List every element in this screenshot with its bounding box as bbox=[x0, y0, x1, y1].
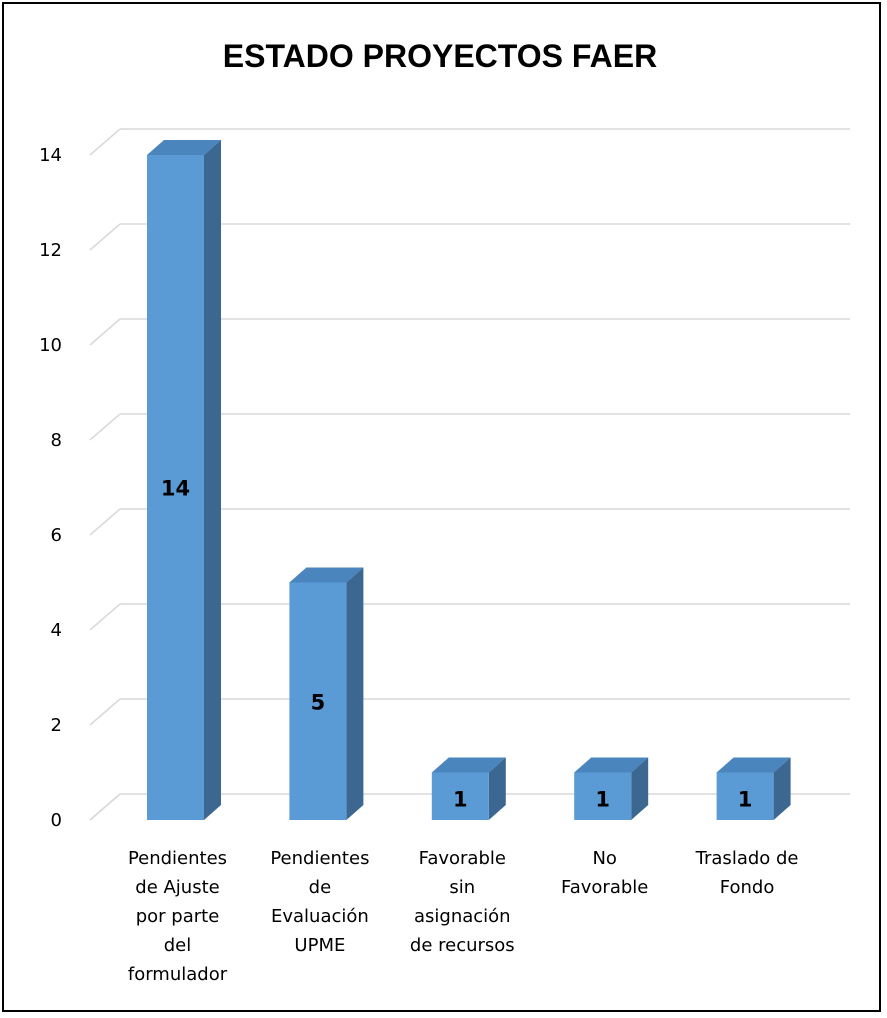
y-tick-label: 6 bbox=[51, 525, 62, 546]
bar-top bbox=[147, 140, 221, 155]
category-label-line: por parte bbox=[136, 906, 220, 927]
category-label: Pendientes de Evaluación UPME bbox=[270, 848, 369, 956]
bar-side bbox=[204, 140, 221, 820]
bar-side bbox=[346, 567, 364, 820]
gridline-diagonal bbox=[89, 603, 121, 631]
data-label: 1 bbox=[453, 787, 468, 811]
category-label-line: del bbox=[164, 935, 192, 956]
gridline-diagonal bbox=[89, 698, 121, 726]
bars: 14 5 1 1 1 bbox=[147, 140, 791, 820]
gridline-diagonal bbox=[89, 793, 121, 821]
gridlines bbox=[89, 128, 850, 821]
bar: 1 bbox=[431, 757, 506, 820]
y-tick-label: 4 bbox=[51, 620, 62, 641]
gridline-diagonal bbox=[89, 128, 121, 156]
bar-front bbox=[147, 155, 204, 820]
bar-front bbox=[574, 772, 632, 820]
y-tick-label: 2 bbox=[51, 715, 62, 736]
data-label: 5 bbox=[311, 690, 326, 714]
gridline-diagonal bbox=[89, 508, 121, 536]
category-label-line: Evaluación bbox=[271, 906, 369, 927]
bar-front bbox=[716, 772, 774, 820]
category-label-line: Pendientes bbox=[128, 848, 227, 869]
bar: 14 bbox=[147, 140, 221, 820]
category-label: Traslado de Fondo bbox=[695, 848, 799, 898]
data-label: 14 bbox=[161, 477, 190, 501]
category-label: No Favorable bbox=[561, 848, 648, 898]
category-label-line: formulador bbox=[128, 964, 228, 985]
category-label-line: Favorable bbox=[561, 877, 648, 898]
chart-title: ESTADO PROYECTOS FAER bbox=[223, 38, 657, 74]
gridline-diagonal bbox=[89, 318, 121, 346]
bar-top bbox=[574, 757, 649, 773]
gridline-diagonal bbox=[89, 413, 121, 441]
category-label-line: Pendientes bbox=[270, 848, 369, 869]
category-label: Favorable sin asignación de recursos bbox=[410, 848, 515, 956]
y-tick-label: 0 bbox=[51, 810, 62, 831]
bar: 1 bbox=[716, 757, 791, 820]
y-tick-label: 10 bbox=[39, 335, 62, 356]
category-label-line: sin bbox=[449, 877, 475, 898]
bar-top bbox=[289, 567, 364, 583]
bar-side bbox=[488, 757, 506, 820]
gridline-diagonal bbox=[89, 223, 121, 251]
category-label-line: asignación bbox=[414, 906, 511, 927]
category-label-line: Fondo bbox=[720, 877, 775, 898]
bar-front bbox=[289, 582, 347, 820]
bar-side bbox=[631, 757, 649, 820]
y-tick-label: 12 bbox=[39, 240, 62, 261]
category-label-line: Traslado de bbox=[695, 848, 799, 869]
x-axis-categories: Pendientes de Ajuste por parte del formulado… bbox=[128, 848, 799, 985]
category-label-line: de bbox=[309, 877, 332, 898]
category-label-line: UPME bbox=[294, 935, 345, 956]
bar-front bbox=[431, 772, 489, 820]
category-label-line: No bbox=[592, 848, 616, 869]
category-label-line: de Ajuste bbox=[135, 877, 219, 898]
y-tick-label: 14 bbox=[39, 145, 62, 166]
bar-top bbox=[716, 757, 791, 773]
category-label-line: de recursos bbox=[410, 935, 515, 956]
category-label-line: Favorable bbox=[419, 848, 506, 869]
data-label: 1 bbox=[738, 787, 753, 811]
bar-side bbox=[773, 757, 791, 820]
bar: 5 bbox=[289, 567, 364, 820]
bar-top bbox=[431, 757, 506, 773]
data-label: 1 bbox=[595, 787, 610, 811]
y-tick-label: 8 bbox=[51, 430, 62, 451]
category-label: Pendientes de Ajuste por parte del formulado… bbox=[128, 848, 228, 985]
bar: 1 bbox=[574, 757, 649, 820]
y-axis-ticks: 0 2 4 6 8 10 12 14 bbox=[39, 145, 62, 831]
